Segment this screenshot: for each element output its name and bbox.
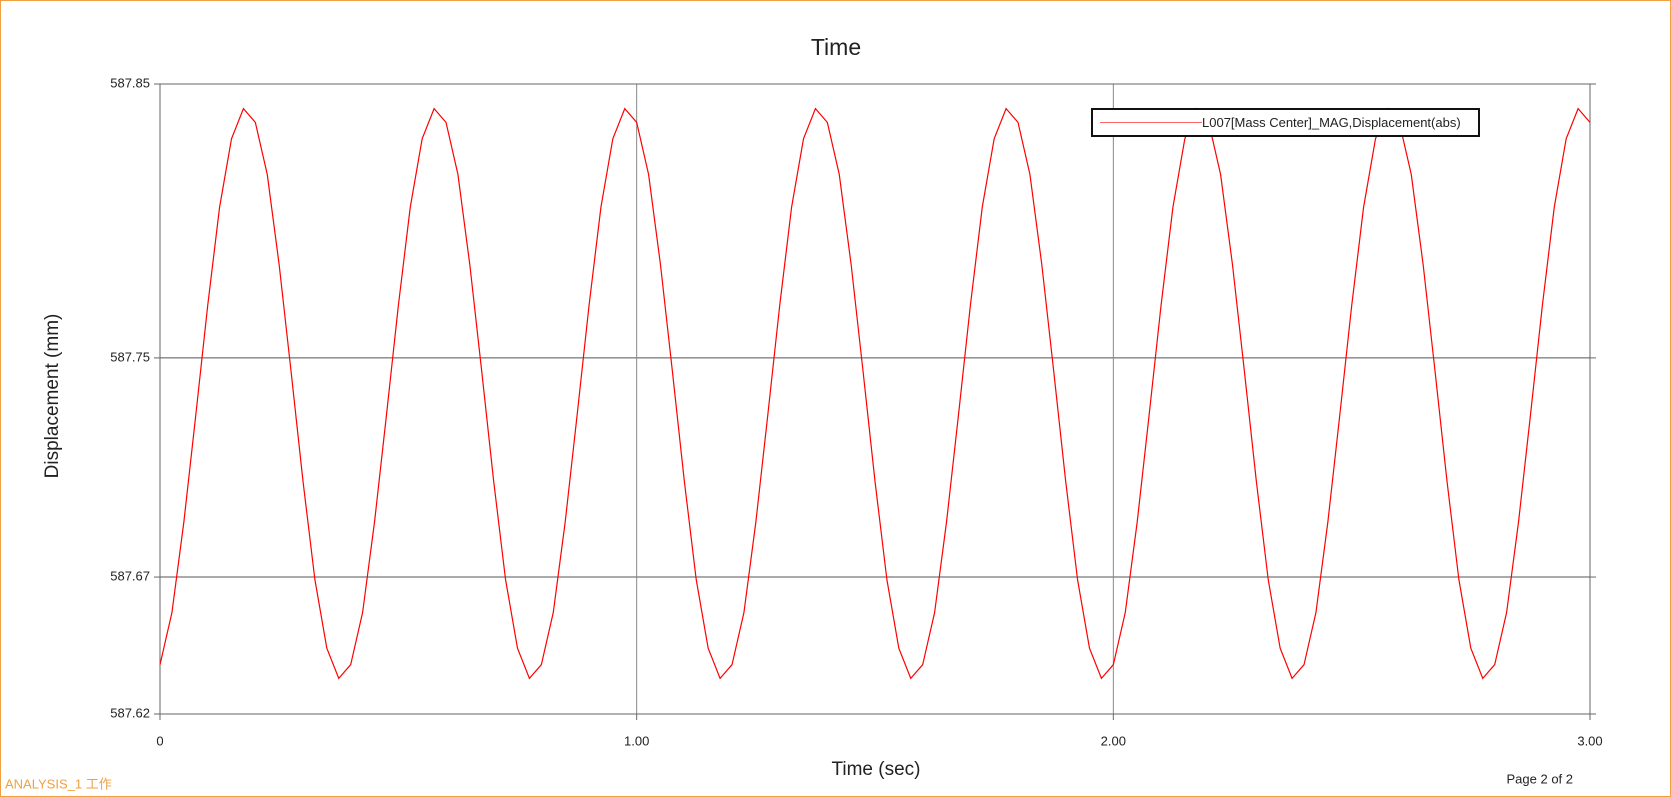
analysis-label: ANALYSIS_1 工作 [5,776,112,791]
data-line [159,107,1591,680]
plot-frame [159,83,1591,715]
x-tick-label: 0 [156,733,163,748]
page-number: Page 2 of 2 [1507,771,1574,786]
x-tick-label: 3.00 [1577,733,1602,748]
x-axis-label: Time (sec) [831,759,920,780]
y-tick-label: 587.85 [110,75,150,90]
y-tick-label: 587.67 [110,568,150,583]
legend-label: L007[Mass Center]_MAG,Displacement(abs) [1202,115,1461,130]
chart-title: Time [811,34,861,60]
x-tick-label: 1.00 [624,733,649,748]
y-tick-label: 587.75 [110,349,150,364]
y-axis-label: Displacement (mm) [42,314,63,479]
x-tick-label: 2.00 [1101,733,1126,748]
y-tick-label: 587.62 [110,705,150,720]
